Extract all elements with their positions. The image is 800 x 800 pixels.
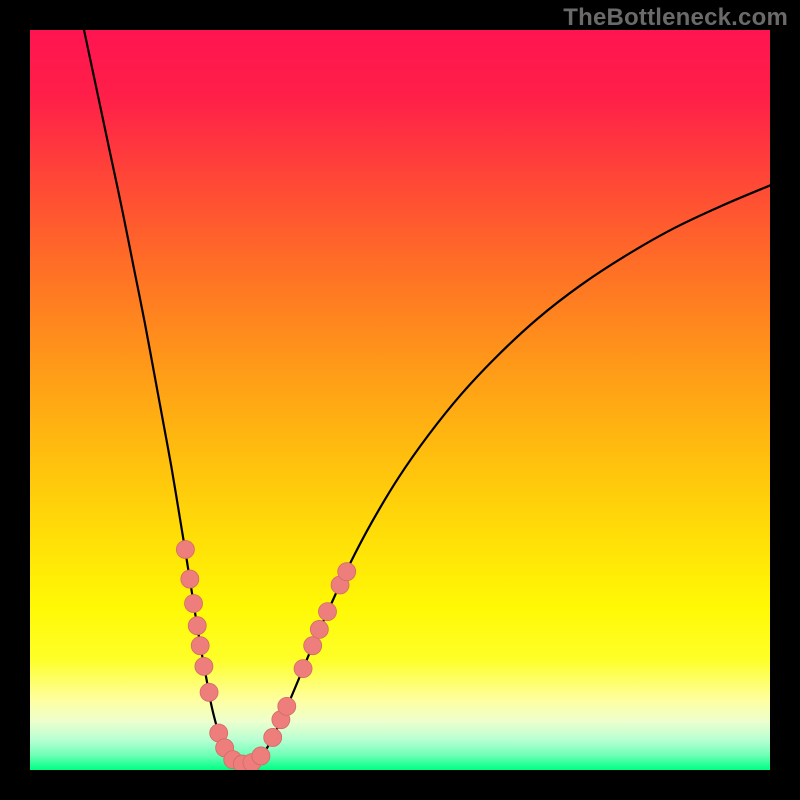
marker-point	[304, 637, 322, 655]
marker-point	[200, 683, 218, 701]
marker-point	[252, 747, 270, 765]
marker-point	[338, 563, 356, 581]
marker-point	[318, 603, 336, 621]
chart-frame: TheBottleneck.com	[0, 0, 800, 800]
marker-point	[294, 660, 312, 678]
chart-svg	[30, 30, 770, 770]
marker-point	[195, 657, 213, 675]
marker-point	[278, 697, 296, 715]
marker-point	[191, 637, 209, 655]
watermark-text: TheBottleneck.com	[563, 4, 788, 32]
marker-point	[264, 728, 282, 746]
gradient-background	[30, 30, 770, 770]
marker-point	[176, 540, 194, 558]
marker-point	[188, 617, 206, 635]
marker-point	[185, 595, 203, 613]
marker-point	[181, 570, 199, 588]
marker-point	[310, 620, 328, 638]
plot-area	[30, 30, 770, 770]
